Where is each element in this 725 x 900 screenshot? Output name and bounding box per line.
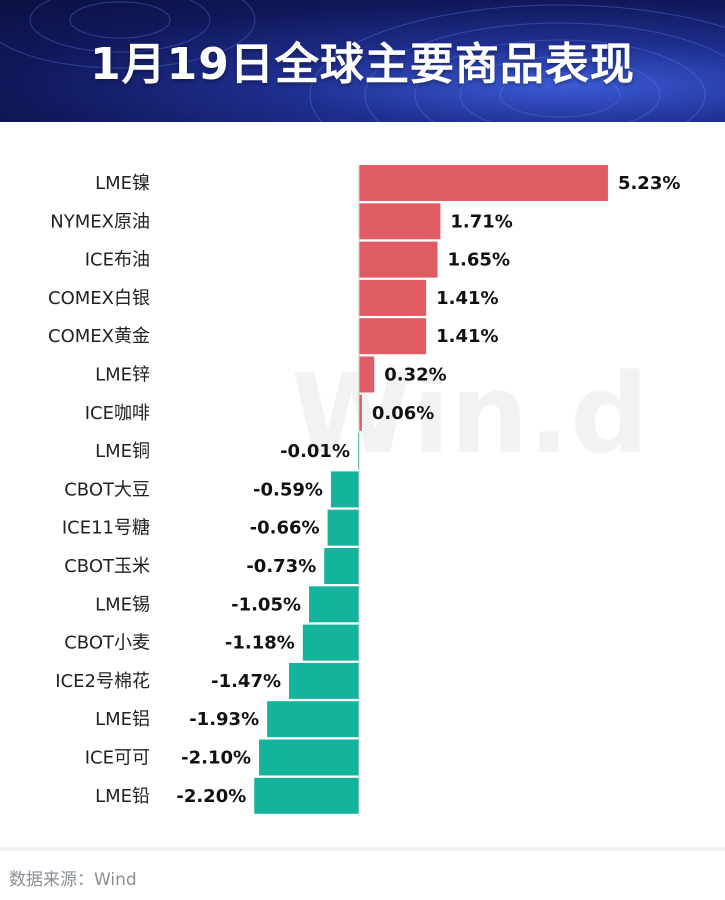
category-label: ICE布油 (85, 250, 150, 271)
contour-background (0, 0, 725, 122)
category-label: CBOT小麦 (64, 633, 150, 654)
bar (327, 509, 359, 546)
header-banner: 1月19日全球主要商品表现 (0, 0, 725, 122)
value-label: -1.47% (211, 671, 281, 692)
bar (330, 471, 359, 508)
value-label: -2.10% (181, 748, 251, 769)
value-label: -1.93% (189, 709, 259, 730)
footer-divider (0, 847, 725, 851)
bar (302, 624, 359, 661)
value-label: 5.23% (618, 173, 680, 194)
watermark: Win.d (291, 350, 649, 478)
category-label: ICE咖啡 (85, 403, 150, 424)
bar (359, 394, 362, 431)
bar (359, 165, 608, 201)
bar (259, 739, 359, 776)
page-title: 1月19日全球主要商品表现 (90, 39, 635, 90)
category-label: NYMEX原油 (50, 211, 150, 232)
value-label: -2.20% (176, 786, 246, 807)
bar (324, 548, 359, 584)
bar (289, 662, 359, 699)
category-label: CBOT大豆 (64, 479, 150, 500)
bar (359, 241, 438, 278)
value-label: -0.01% (280, 441, 350, 462)
value-label: -1.18% (225, 633, 295, 654)
bar (359, 318, 427, 355)
category-label: ICE11号糖 (62, 518, 150, 539)
bar (359, 356, 375, 393)
bar (309, 586, 359, 623)
value-label: -0.59% (253, 479, 323, 500)
data-source: 数据来源：Wind (9, 870, 137, 890)
value-label: -0.73% (246, 556, 316, 577)
category-label: ICE可可 (85, 748, 150, 769)
category-label: LME锡 (95, 594, 150, 615)
category-label: LME铅 (95, 786, 150, 807)
value-label: 1.41% (436, 326, 498, 347)
value-label: -1.05% (231, 594, 301, 615)
category-label: LME铝 (95, 709, 150, 730)
value-label: 1.71% (450, 211, 512, 232)
category-label: COMEX黄金 (48, 326, 150, 347)
bar (267, 701, 359, 738)
category-label: ICE2号棉花 (55, 671, 150, 692)
bar (359, 279, 427, 316)
category-label: COMEX白银 (48, 288, 150, 309)
category-label: CBOT玉米 (64, 556, 150, 577)
bar-chart: Win.d LME镍 5.23% NYMEX原油 1.71% ICE布油 1.65% COM… (48, 165, 680, 817)
category-label: LME铜 (95, 441, 150, 462)
bar (254, 777, 359, 814)
value-label: 1.65% (448, 250, 510, 271)
value-label: 1.41% (436, 288, 498, 309)
chart-area: Win.d LME镍 5.23% NYMEX原油 1.71% ICE布油 1.65% COM… (0, 122, 725, 847)
category-label: LME镍 (95, 173, 150, 194)
value-label: 0.32% (384, 365, 446, 386)
value-label: 0.06% (372, 403, 434, 424)
category-label: LME锌 (95, 365, 150, 386)
value-label: -0.66% (250, 518, 320, 539)
bar (359, 203, 441, 240)
